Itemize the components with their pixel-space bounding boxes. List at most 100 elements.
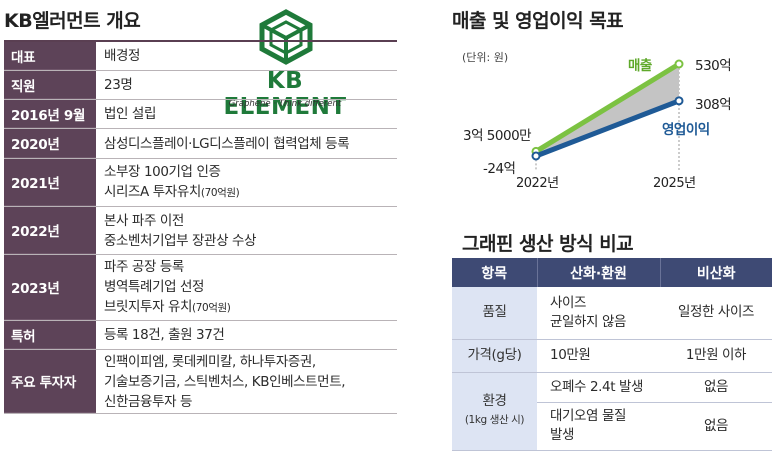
overview-value-line: 본사 파주 이전 — [104, 211, 397, 231]
profit-start-label: -24억 — [483, 161, 516, 177]
cell-line: 균일하지 않음 — [550, 313, 627, 330]
overview-row-value: 삼성디스플레이·LG디스플레이 협력업체 등록 — [96, 129, 397, 158]
revenue-series-name: 매출 — [628, 58, 652, 74]
overview-value-line: 삼성디스플레이·LG디스플레이 협력업체 등록 — [104, 134, 397, 154]
overview-title: KB엘러먼트 개요 — [4, 10, 141, 32]
header-non-oxidation: 비산화 — [660, 258, 772, 287]
overview-row: 2023년 파주 공장 등록 병역특례기업 선정 브릿지투자 유치(70억원) — [4, 255, 397, 321]
overview-value-note: (70억원) — [192, 302, 231, 314]
overview-row-label: 대표 — [4, 42, 96, 70]
overview-row: 2020년 삼성디스플레이·LG디스플레이 협력업체 등록 — [4, 129, 397, 159]
price-non-oxidation: 1만원 이하 — [660, 339, 772, 373]
environment-label: 환경 — [482, 393, 507, 409]
kb-element-logo: KB ELEMENT Graphene · Think different — [205, 8, 365, 120]
overview-value-line: 등록 18건, 출원 37건 — [104, 325, 397, 345]
overview-value-line: 병역특례기업 선정 — [104, 277, 397, 297]
table-row: 가격(g당) 10만원 1만원 이하 — [452, 339, 772, 373]
overview-value-line: 시리즈A 투자유치(70억원) — [104, 182, 397, 203]
quality-non-oxidation: 일정한 사이즈 — [660, 287, 772, 340]
overview-value-text: 파주 공장 등록 — [104, 259, 184, 275]
revenue-profit-chart — [531, 59, 684, 170]
revenue-end-label: 530억 — [695, 58, 732, 74]
overview-value-text: 병역특례기업 선정 — [104, 279, 205, 295]
overview-value-text: 브릿지투자 유치 — [104, 299, 193, 315]
row-label-price: 가격(g당) — [452, 339, 537, 373]
overview-row-label: 특허 — [4, 321, 96, 349]
comparison-header-row: 항목 산화·환원 비산화 — [452, 258, 772, 287]
logo-name: KB ELEMENT — [223, 68, 347, 120]
overview-row-label: 2020년 — [4, 129, 96, 158]
table-row: 대기오염 물질 발생 없음 — [452, 402, 772, 451]
overview-value-text: 본사 파주 이전 — [104, 212, 184, 229]
overview-value-line: 인팩이피엠, 롯데케미칼, 하나투자증권, — [104, 352, 397, 372]
overview-value-line: 기술보증기금, 스틱벤처스, KB인베스트먼트, — [104, 372, 397, 392]
overview-value-text: 시리즈A 투자유치 — [104, 184, 201, 200]
overview-value-line: 파주 공장 등록 — [104, 257, 397, 277]
overview-row-value: 23명 — [96, 71, 397, 99]
overview-value-text: 신한금융투자 등 — [104, 393, 193, 410]
overview-value-line: 신한금융투자 등 — [104, 392, 397, 412]
quality-oxidation: 사이즈 균일하지 않음 — [537, 287, 660, 340]
env-wastewater-oxidation: 오폐수 2.4t 발생 — [537, 372, 660, 403]
overview-row-label: 2016년 9월 — [4, 100, 96, 128]
overview-value-line: 배경정 — [104, 46, 397, 66]
overview-value-line: 소부장 100기업 인증 — [104, 162, 397, 182]
overview-row: 2016년 9월 법인 설립 — [4, 100, 397, 129]
comparison-table: 항목 산화·환원 비산화 품질 사이즈 균일하지 않음 일정한 사이즈 가격(g… — [452, 258, 772, 451]
overview-row-value: 등록 18건, 출원 37건 — [96, 321, 397, 349]
overview-row-label: 2021년 — [4, 159, 96, 206]
profit-series-name: 영업이익 — [662, 122, 710, 138]
env-air-non-oxidation: 없음 — [660, 402, 772, 451]
overview-value-text: 등록 18건, 출원 37건 — [104, 327, 225, 343]
data-point-operating-profit-0 — [531, 151, 541, 161]
header-oxidation: 산화·환원 — [537, 258, 661, 287]
cell-line: 대기오염 물질 — [550, 408, 627, 424]
cell-line: 사이즈 — [550, 294, 587, 311]
overview-row-label: 주요 투자자 — [4, 350, 96, 413]
overview-row: 직원 23명 — [4, 71, 397, 100]
revenue-start-label: 3억 5000만 — [463, 128, 532, 144]
price-oxidation: 10만원 — [537, 339, 660, 373]
overview-value-text: 소부장 100기업 인증 — [104, 164, 221, 180]
row-label-environment: 환경 (1kg 생산 시) — [452, 372, 537, 451]
row-label-quality: 품질 — [452, 287, 537, 340]
data-point-operating-profit-1 — [674, 96, 684, 106]
overview-value-text: 기술보증기금, 스틱벤처스, KB인베스트먼트, — [104, 373, 346, 390]
overview-value-text: 법인 설립 — [104, 106, 156, 122]
series-line-revenue — [533, 61, 682, 154]
overview-value-line: 브릿지투자 유치(70억원) — [104, 297, 397, 318]
profit-end-label: 308억 — [695, 97, 732, 113]
env-wastewater-non-oxidation: 없음 — [660, 372, 772, 403]
hexagon-logo-icon — [259, 9, 313, 65]
overview-value-note: (70억원) — [200, 187, 240, 199]
overview-value-text: 삼성디스플레이·LG디스플레이 협력업체 등록 — [104, 135, 350, 152]
chart-title: 매출 및 영업이익 목표 — [452, 10, 624, 32]
overview-value-text: 23명 — [104, 77, 133, 93]
overview-value-text: 중소벤처기업부 장관상 수상 — [104, 232, 257, 249]
comparison-title: 그래핀 생산 방식 비교 — [462, 233, 634, 255]
cell-line: 발생 — [550, 427, 575, 443]
overview-row-label: 2022년 — [4, 207, 96, 254]
series-line-operating-profit — [533, 98, 682, 159]
chart-unit: (단위: 원) — [462, 51, 509, 64]
env-air-oxidation: 대기오염 물질 발생 — [537, 402, 660, 451]
overview-row: 주요 투자자 인팩이피엠, 롯데케미칼, 하나투자증권, 기술보증기금, 스틱벤처스… — [4, 350, 397, 414]
overview-row: 2022년 본사 파주 이전 중소벤처기업부 장관상 수상 — [4, 207, 397, 255]
overview-row: 특허 등록 18건, 출원 37건 — [4, 321, 397, 350]
header-item: 항목 — [452, 258, 538, 287]
overview-row-value: 인팩이피엠, 롯데케미칼, 하나투자증권, 기술보증기금, 스틱벤처스, KB인베… — [96, 350, 397, 413]
data-point-revenue-1 — [674, 59, 684, 69]
table-row: 환경 (1kg 생산 시) 오폐수 2.4t 발생 없음 — [452, 372, 772, 451]
overview-row-value: 법인 설립 — [96, 100, 397, 128]
overview-row-value: 배경정 — [96, 42, 397, 70]
overview-row-label: 직원 — [4, 71, 96, 99]
environment-sublabel: (1kg 생산 시) — [464, 414, 525, 426]
overview-value-text: 배경정 — [104, 48, 141, 64]
x-tick-2022: 2022년 — [516, 176, 559, 191]
overview-value-line: 23명 — [104, 75, 397, 95]
logo-tagline: Graphene · Think different — [228, 99, 342, 109]
